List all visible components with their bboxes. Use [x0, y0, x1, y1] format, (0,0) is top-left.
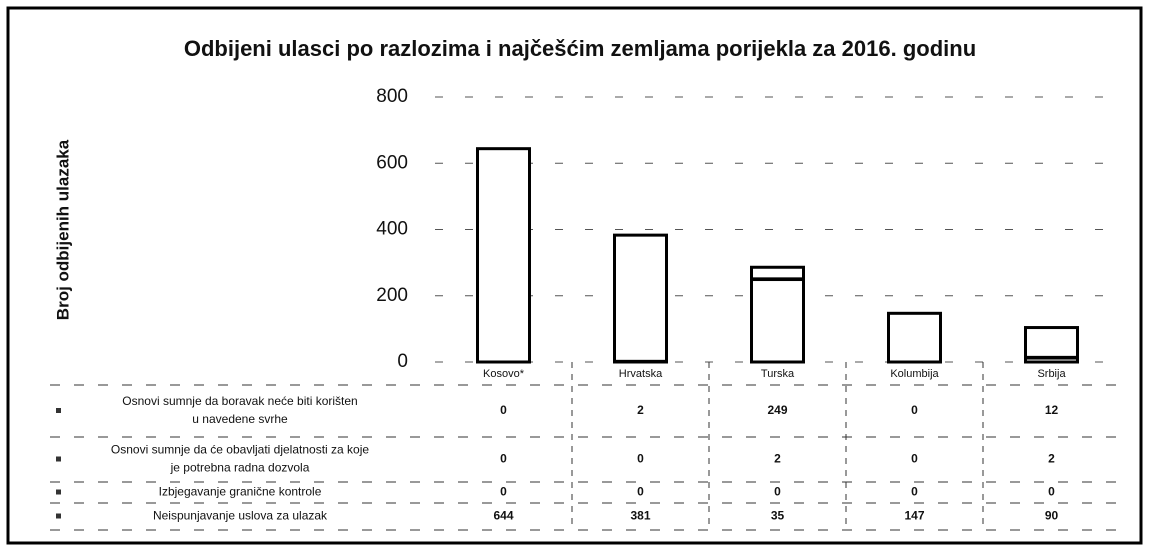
x-tick-label: Kosovo* [483, 368, 525, 380]
table-cell: 90 [1045, 509, 1059, 523]
legend-marker [56, 456, 61, 462]
legend-label: Osnovi sumnje da će obavljati djelatnost… [111, 443, 369, 475]
frame [6, 6, 1143, 545]
table-cell: 0 [911, 403, 918, 417]
table-cell: 0 [637, 452, 644, 466]
table-cell: 381 [630, 509, 650, 523]
legend-label: Izbjegavanje granične kontrole [159, 485, 322, 499]
bar-segment [613, 233, 668, 363]
y-tick-label: 200 [376, 285, 408, 306]
bar-segment [750, 265, 805, 281]
table-cell: 2 [1048, 452, 1055, 466]
table-cell: 0 [1048, 485, 1055, 499]
legend-label: Neispunjavanje uslova za ulazak [153, 509, 328, 523]
table-cell: 0 [637, 485, 644, 499]
table-cell: 2 [774, 452, 781, 466]
table-cell: 644 [493, 509, 513, 523]
x-tick-label: Srbija [1037, 368, 1066, 380]
table-cell: 249 [767, 403, 787, 417]
bar-segment [1024, 326, 1079, 359]
table-cell: 12 [1045, 403, 1059, 417]
x-tick-label: Turska [761, 368, 795, 380]
legend-label: Osnovi sumnje da boravak neće biti koriš… [122, 394, 357, 426]
legend-marker [56, 513, 61, 519]
table-cell: 0 [911, 485, 918, 499]
table-cell: 0 [911, 452, 918, 466]
bar-segment [750, 278, 805, 364]
x-tick-label: Hrvatska [619, 368, 663, 380]
y-tick-label: 600 [376, 152, 408, 173]
legend-marker [56, 489, 61, 495]
x-tick-label: Kolumbija [890, 368, 939, 380]
table-cell: 35 [771, 509, 785, 523]
table-cell: 0 [500, 403, 507, 417]
table-cell: 2 [637, 403, 644, 417]
legend-marker [56, 408, 61, 413]
bar-segment [887, 311, 942, 364]
table-cell: 0 [500, 452, 507, 466]
y-axis-label: Broj odbijenih ulazaka [53, 139, 72, 320]
table-cell: 147 [904, 509, 924, 523]
bar-segment [476, 147, 531, 364]
table-cell: 0 [500, 485, 507, 499]
table-cell: 0 [774, 485, 781, 499]
y-tick-label: 800 [376, 86, 408, 107]
y-tick-label: 0 [397, 351, 408, 372]
chart-title: Odbijeni ulasci po razlozima i najčešćim… [184, 36, 976, 61]
y-tick-label: 400 [376, 219, 408, 240]
